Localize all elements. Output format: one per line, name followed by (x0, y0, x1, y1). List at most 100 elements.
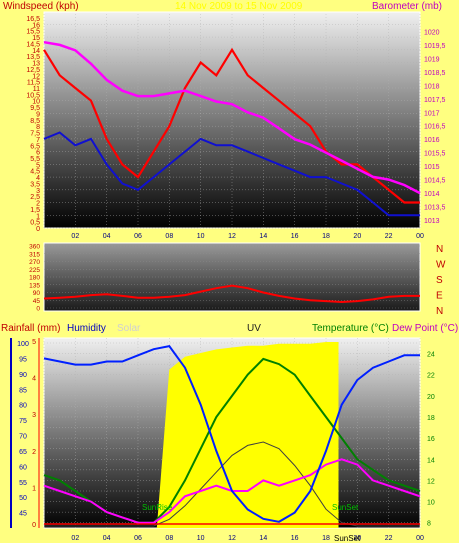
temp-tick-label: 8 (427, 521, 431, 528)
wind-x-tick-label: 16 (291, 233, 299, 240)
sunset-label: SunSet (332, 503, 359, 512)
wind-y-ticks: 00,511,522,533,544,555,566,577,588,599,5… (26, 16, 40, 233)
wind-gust-line (43, 47, 420, 204)
wind-tick-label: 7,5 (30, 131, 40, 138)
compass-label: S (436, 275, 443, 286)
rainfall-label: Rainfall (mm) (1, 323, 60, 334)
humidity-tick-label: 65 (19, 449, 27, 456)
temp-x-tick-label: 10 (197, 535, 205, 542)
date-range-title: 14 Nov 2009 to 15 Nov 2009 (175, 1, 303, 12)
wind-tick-label: 15,5 (26, 29, 40, 36)
temp-x-tick-label: 00 (416, 535, 424, 542)
wind-tick-label: 8 (36, 124, 40, 131)
wind-tick-label: 11 (33, 86, 40, 93)
sunset-axis-label: SunSet (334, 534, 361, 543)
dew-point-label: Dew Point (°C) (392, 323, 458, 334)
wind-x-tick-label: 18 (322, 233, 330, 240)
wind-direction-line (43, 284, 420, 304)
wind-tick-label: 12,5 (26, 67, 40, 74)
humidity-line (43, 344, 420, 523)
wind-tick-label: 0,5 (30, 220, 40, 227)
temp-y-ticks: 8 10 12 14 16 18 20 22 24 (427, 352, 435, 528)
baro-tick-label: 1013 (424, 218, 440, 225)
wind-x-tick-label: 14 (259, 233, 267, 240)
sunrise-label: SunRise (142, 503, 173, 512)
wind-baro-x-ticks: 02 04 06 08 10 12 14 16 18 20 22 00 (71, 233, 424, 240)
solar-label: Solar (117, 323, 141, 334)
wind-tick-label: 3,5 (30, 181, 40, 188)
baro-tick-label: 1017,5 (424, 97, 446, 104)
wind-tick-label: 6,5 (30, 143, 40, 150)
baro-tick-label: 1020 (424, 29, 440, 36)
temp-x-tick-label: 18 (322, 535, 330, 542)
direction-tick-label: 135 (29, 282, 40, 289)
temp-tick-label: 16 (427, 436, 435, 443)
humidity-tick-label: 75 (19, 418, 27, 425)
compass-label: E (436, 291, 443, 302)
wind-tick-label: 7 (36, 137, 40, 144)
temp-x-tick-label: 20 (353, 535, 361, 542)
wind-x-tick-label: 00 (416, 233, 424, 240)
wind-tick-label: 10,5 (26, 92, 40, 99)
baro-tick-label: 1013,5 (424, 205, 446, 212)
wind-x-tick-label: 04 (103, 233, 111, 240)
wind-x-tick-label: 06 (134, 233, 142, 240)
humidity-tick-label: 80 (19, 403, 27, 410)
solar-area (156, 342, 339, 528)
temp-series (43, 342, 421, 528)
wind-tick-label: 10 (32, 99, 40, 106)
humidity-tick-label: 70 (19, 434, 27, 441)
wind-tick-label: 14,5 (26, 41, 40, 48)
temp-tick-label: 24 (427, 352, 435, 359)
wind-x-tick-label: 10 (197, 233, 205, 240)
compass-label: N (436, 244, 443, 255)
temp-x-tick-label: 12 (228, 535, 236, 542)
baro-tick-label: 1015,5 (424, 151, 446, 158)
wind-tick-label: 1 (36, 213, 40, 220)
humidity-tick-label: 55 (19, 480, 27, 487)
wind-tick-label: 0 (36, 226, 40, 233)
baro-tick-label: 1017 (424, 110, 440, 117)
baro-tick-label: 1019,5 (424, 43, 446, 50)
baro-tick-label: 1019 (424, 56, 440, 63)
wind-tick-label: 5 (36, 162, 40, 169)
wind-tick-label: 13,5 (26, 54, 40, 61)
wind-tick-label: 1,5 (30, 207, 40, 214)
baro-tick-label: 1015 (424, 164, 440, 171)
temp-x-tick-label: 16 (291, 535, 299, 542)
direction-tick-label: 360 (29, 244, 40, 251)
wind-tick-label: 6 (36, 150, 40, 157)
rain-y-ticks: 0 1 2 3 4 5 (32, 339, 36, 529)
uv-label: UV (247, 323, 261, 334)
wind-x-tick-label: 08 (165, 233, 173, 240)
humidity-tick-label: 90 (19, 372, 27, 379)
temp-x-tick-label: 08 (165, 535, 173, 542)
wind-tick-label: 13 (32, 61, 40, 68)
wind-tick-label: 9 (36, 111, 40, 118)
baro-tick-label: 1018,5 (424, 70, 446, 77)
direction-tick-label: 45 (33, 298, 41, 305)
wind-tick-label: 16,5 (26, 16, 40, 23)
direction-tick-label: 180 (29, 275, 40, 282)
temp-x-tick-label: 14 (259, 535, 267, 542)
temp-x-tick-label: 22 (385, 535, 393, 542)
temp-tick-label: 18 (427, 415, 435, 422)
rain-tick-label: 0 (32, 522, 36, 529)
temp-x-tick-label: 02 (71, 535, 79, 542)
wind-x-tick-label: 12 (228, 233, 236, 240)
rain-tick-label: 5 (32, 339, 36, 346)
direction-tick-label: 225 (29, 267, 40, 274)
baro-tick-label: 1014,5 (424, 178, 446, 185)
wind-tick-label: 2,5 (30, 194, 40, 201)
wind-x-tick-label: 22 (385, 233, 393, 240)
humidity-tick-label: 95 (19, 356, 27, 363)
humidity-tick-label: 100 (17, 341, 29, 348)
wind-tick-label: 4,5 (30, 169, 40, 176)
direction-tick-label: 0 (36, 306, 40, 313)
rain-tick-label: 2 (32, 449, 36, 456)
wind-tick-label: 14 (32, 48, 40, 55)
